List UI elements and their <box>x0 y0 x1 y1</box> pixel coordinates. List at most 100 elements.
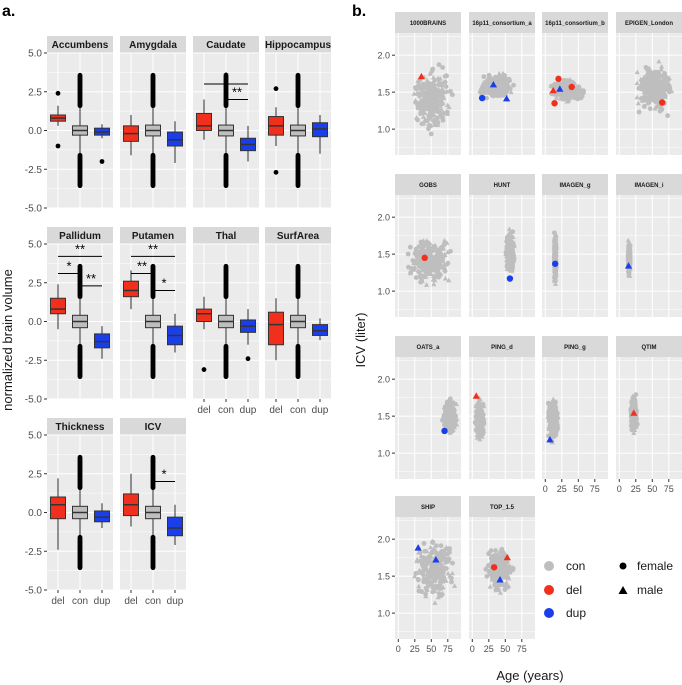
xtick-label: 75 <box>443 644 453 654</box>
control-point <box>430 88 437 94</box>
ytick-label: 1.0 <box>377 287 390 297</box>
control-point <box>435 115 440 121</box>
ytick-label: 2.0 <box>377 51 390 61</box>
control-point <box>639 85 646 91</box>
control-point <box>426 121 432 127</box>
control-point <box>447 88 453 94</box>
control-point <box>447 549 452 555</box>
xtick-label: del <box>51 596 64 607</box>
legend-con-label: con <box>566 559 585 573</box>
facet-title: TOP_1.5 <box>490 505 515 511</box>
control-point <box>442 79 448 85</box>
control-point <box>436 62 442 68</box>
control-point <box>416 244 422 249</box>
control-point <box>495 88 501 94</box>
control-point <box>656 58 662 64</box>
ytick-label: -5.0 <box>25 586 43 597</box>
facet-hippocampus: Hippocampus <box>265 36 331 209</box>
control-point <box>511 253 517 259</box>
control-point <box>426 558 432 564</box>
control-point <box>493 548 498 553</box>
facet-title: SurfArea <box>277 231 320 242</box>
control-point <box>420 121 427 126</box>
outlier-con <box>150 565 156 571</box>
control-point <box>554 84 560 90</box>
control-point <box>634 69 640 75</box>
control-point <box>499 89 506 94</box>
control-cloud <box>405 237 453 287</box>
control-point <box>495 93 501 98</box>
control-point <box>416 82 422 88</box>
significance-label: * <box>161 276 166 291</box>
control-point <box>431 263 437 269</box>
outlier-dup <box>245 356 251 362</box>
control-point <box>653 104 659 109</box>
box-del <box>50 496 66 520</box>
control-point <box>422 548 428 554</box>
ytick-label: 1.5 <box>377 250 390 260</box>
significance-label: * <box>161 467 166 482</box>
facet-title: GOBS <box>419 183 437 189</box>
control-point <box>441 95 447 101</box>
box-del <box>123 280 139 298</box>
control-point <box>561 77 567 83</box>
facet-strip <box>469 12 535 33</box>
carrier-point-dup-male <box>503 95 511 102</box>
control-point <box>438 245 444 251</box>
control-point <box>444 240 450 245</box>
ytick-label: -5.0 <box>25 204 43 215</box>
control-point <box>552 231 559 237</box>
facet-title: PING_d <box>491 345 513 351</box>
control-point <box>420 81 426 87</box>
control-point <box>659 79 666 84</box>
facet-title: EPIGEN_London <box>625 21 673 27</box>
scatter-facet-top_1.5: TOP_1.5 0 25 50 75 <box>469 496 535 654</box>
control-point <box>418 259 424 265</box>
carrier-point-del-female <box>555 75 562 83</box>
ytick-label: -5.0 <box>25 395 43 406</box>
ytick-label: 2.0 <box>377 375 390 385</box>
control-point <box>508 89 514 95</box>
outlier-con <box>150 374 156 380</box>
panel-b-ylabel: ICV (liter) <box>353 313 368 368</box>
scatter-facet-epigen_london: EPIGEN_London <box>616 12 682 155</box>
box-dup <box>167 131 183 147</box>
facet-strip <box>469 174 535 195</box>
legend-del-label: del <box>566 583 582 597</box>
carrier-point-dup-male <box>624 262 633 269</box>
control-point <box>497 556 502 562</box>
legend-female-key <box>619 562 627 570</box>
control-point <box>412 97 419 103</box>
xtick-label: 50 <box>647 484 657 494</box>
outlier-del <box>273 86 279 92</box>
control-point <box>438 543 444 549</box>
box-del <box>50 297 66 315</box>
control-point <box>552 241 558 246</box>
control-point <box>664 75 670 81</box>
ytick-label: -2.5 <box>25 547 43 558</box>
control-point <box>552 276 558 282</box>
control-point <box>433 267 439 273</box>
control-point <box>432 108 438 114</box>
control-point <box>441 264 447 270</box>
control-point <box>502 587 508 592</box>
facet-strip <box>120 36 186 53</box>
scatter-facet-ping_g: PING_g 0 25 50 75 <box>542 336 608 494</box>
control-point <box>428 580 434 585</box>
xtick-label: con <box>72 596 88 607</box>
facet-title: Thal <box>216 231 237 242</box>
control-point <box>424 117 430 123</box>
xtick-label: 25 <box>410 644 420 654</box>
significance-label: ** <box>232 85 242 100</box>
control-point <box>426 251 432 256</box>
control-point <box>662 94 668 99</box>
control-point <box>440 87 446 92</box>
control-point <box>436 82 442 87</box>
control-point <box>415 248 421 254</box>
control-cloud <box>503 226 517 273</box>
control-point <box>414 86 419 92</box>
control-point <box>448 424 454 430</box>
facet-caudate: Caudate*** <box>193 36 259 209</box>
control-point <box>626 248 632 253</box>
